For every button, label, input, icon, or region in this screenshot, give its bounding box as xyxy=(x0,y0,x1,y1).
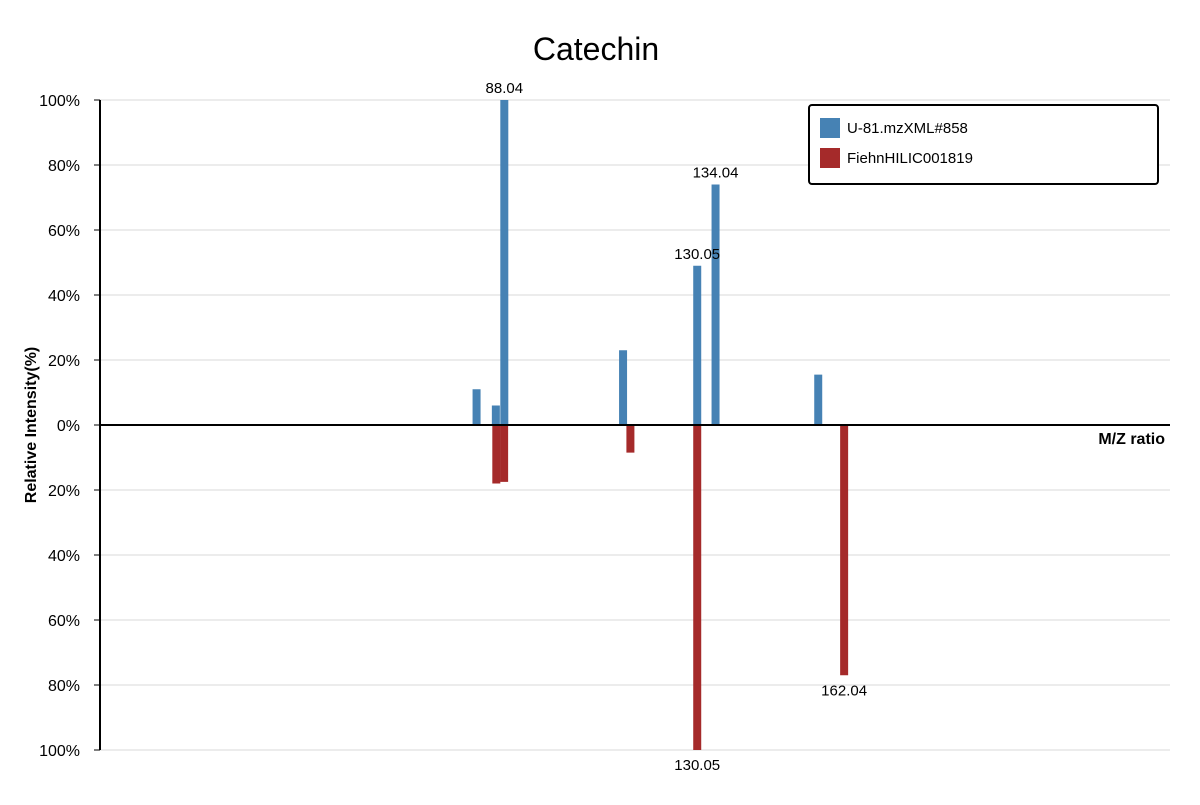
x-axis-title: M/Z ratio xyxy=(1098,431,1165,448)
y-tick-label: 20% xyxy=(48,483,80,500)
bar-upper xyxy=(500,100,509,425)
y-tick-label: 80% xyxy=(48,678,80,695)
bar-upper xyxy=(491,405,500,425)
peak-label: 162.04 xyxy=(821,682,867,699)
bar-upper xyxy=(814,374,823,425)
bar-upper xyxy=(619,350,628,425)
legend-label: U-81.mzXML#858 xyxy=(847,120,968,137)
y-tick-label: 40% xyxy=(48,288,80,305)
y-tick-label: 60% xyxy=(48,613,80,630)
y-tick-label: 20% xyxy=(48,353,80,370)
bar-upper xyxy=(711,184,720,425)
peak-labels: 88.04 130.05 134.04 130.05 162.04 xyxy=(486,80,868,774)
legend: U-81.mzXML#858 FiehnHILIC001819 xyxy=(808,104,1159,185)
chart-title: Catechin xyxy=(533,31,659,67)
legend-swatch xyxy=(820,118,840,138)
legend-box xyxy=(808,104,1159,185)
y-tick-label: 100% xyxy=(39,93,80,110)
bars xyxy=(472,100,849,750)
bar-lower xyxy=(626,425,635,453)
bar-lower xyxy=(693,425,702,750)
bar-lower xyxy=(492,425,501,484)
peak-label: 134.04 xyxy=(693,165,739,182)
bar-lower xyxy=(500,425,509,482)
legend-swatch xyxy=(820,148,840,168)
peak-label: 88.04 xyxy=(486,80,524,97)
peak-label: 130.05 xyxy=(674,757,720,774)
y-tick-label: 80% xyxy=(48,158,80,175)
bar-upper xyxy=(472,389,481,425)
legend-label: FiehnHILIC001819 xyxy=(847,150,973,167)
y-tick-label: 100% xyxy=(39,743,80,760)
bar-upper xyxy=(693,265,702,425)
y-tick-label: 40% xyxy=(48,548,80,565)
y-tick-label: 0% xyxy=(57,418,80,435)
peak-label: 130.05 xyxy=(674,246,720,263)
gridlines xyxy=(100,99,1170,751)
y-axis-title: Relative Intensity(%) xyxy=(23,347,40,503)
y-tick-label: 60% xyxy=(48,223,80,240)
axes: 100% 80% 60% 40% 20% 0% 20% 40% 60% 80% 100% M/Z ra… xyxy=(23,93,1170,760)
bar-lower xyxy=(840,425,849,676)
